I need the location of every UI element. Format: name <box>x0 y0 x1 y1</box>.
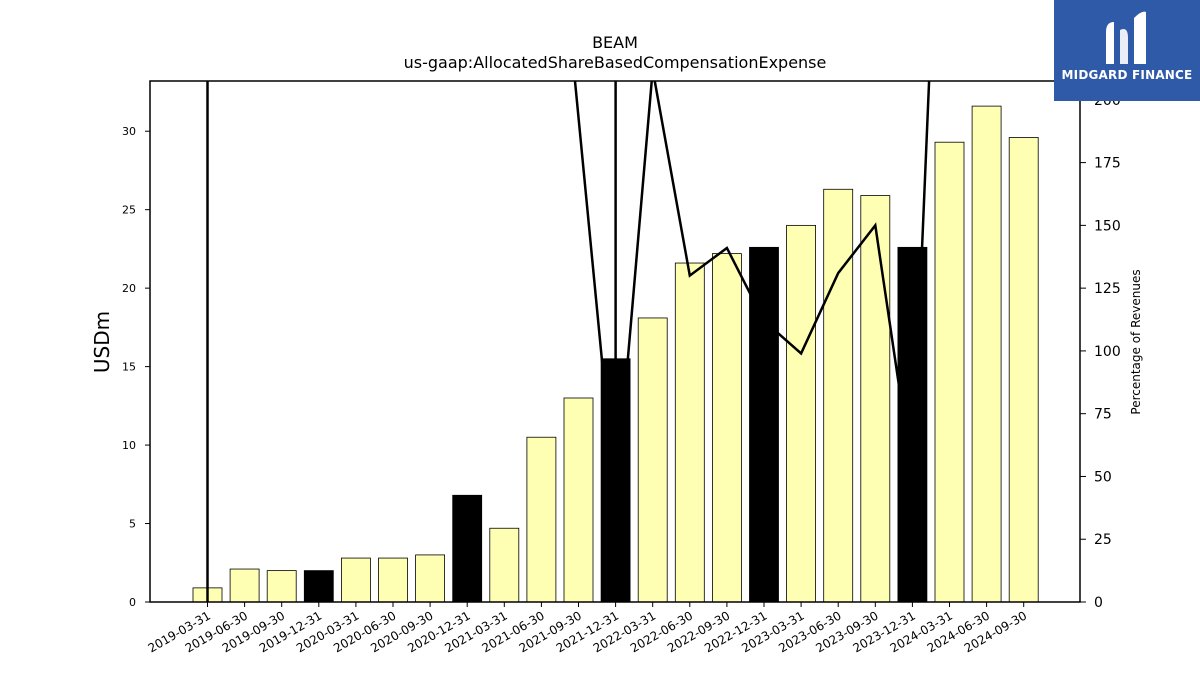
bar-2020-06-30 <box>378 557 408 603</box>
logo-text: MIDGARD FINANCE <box>1061 68 1193 82</box>
chart-title: BEAM <box>592 33 638 52</box>
bar-2022-06-30 <box>674 262 705 603</box>
bar-2022-09-30 <box>712 253 742 603</box>
bar-2020-12-31 <box>452 494 483 603</box>
bar-2020-09-30 <box>415 554 446 603</box>
chart-subtitle: us-gaap:AllocatedShareBasedCompensationE… <box>404 53 827 72</box>
y-tick-label: 30 <box>122 125 136 138</box>
y2-tick-label: 100 <box>1094 344 1121 360</box>
bar-2024-03-31 <box>934 141 965 603</box>
ratio-line <box>653 81 931 477</box>
y2-tick-label: 50 <box>1094 469 1112 485</box>
plot-frame <box>149 80 1081 603</box>
ratio-line-spike-2021 <box>573 81 653 502</box>
bar-2023-03-31 <box>786 224 816 603</box>
y-axis-label: USDm <box>90 311 114 373</box>
y-tick-label: 20 <box>122 282 136 295</box>
bar-2022-03-31 <box>637 317 668 603</box>
bar-2020-03-31 <box>340 557 371 603</box>
x-axis: 2019-03-312019-06-302019-09-302019-12-31… <box>146 602 1029 655</box>
line-group <box>206 81 931 602</box>
y2-tick-label: 175 <box>1094 156 1121 172</box>
y2-tick-label: 25 <box>1094 532 1112 548</box>
y-axis-right: 0255075100125150175200 <box>1080 93 1121 611</box>
bar-2019-06-30 <box>229 568 260 603</box>
bar-2021-09-30 <box>563 397 594 603</box>
bar-2022-12-31 <box>749 246 779 603</box>
y-tick-label: 5 <box>129 518 136 531</box>
y2-tick-label: 75 <box>1094 407 1112 423</box>
bar-2021-03-31 <box>489 527 520 603</box>
y2-tick-label: 0 <box>1094 595 1103 611</box>
bar-2024-06-30 <box>971 105 1002 603</box>
bar-group <box>192 105 1039 603</box>
bar-2019-12-31 <box>303 570 334 603</box>
bar-2024-09-30 <box>1008 137 1039 603</box>
y-tick-label: 0 <box>129 596 136 609</box>
bar-2021-06-30 <box>526 436 557 603</box>
midgard-finance-logo: MIDGARD FINANCE <box>1054 0 1200 101</box>
y-axis-left: 0 5 10 15 20 25 30 <box>122 125 150 609</box>
y2-axis-label: Percentage of Revenues <box>1129 269 1143 414</box>
y-tick-label: 10 <box>122 439 136 452</box>
y2-tick-label: 150 <box>1094 218 1121 234</box>
bar-2019-09-30 <box>266 570 297 603</box>
y-tick-label: 25 <box>122 204 136 217</box>
y2-tick-label: 125 <box>1094 281 1121 297</box>
bar-2023-06-30 <box>823 188 854 603</box>
midgard-logo-icon <box>1106 11 1146 65</box>
bar-2023-09-30 <box>860 195 891 603</box>
y-tick-label: 15 <box>122 361 136 374</box>
bar-2023-12-31 <box>897 246 928 603</box>
